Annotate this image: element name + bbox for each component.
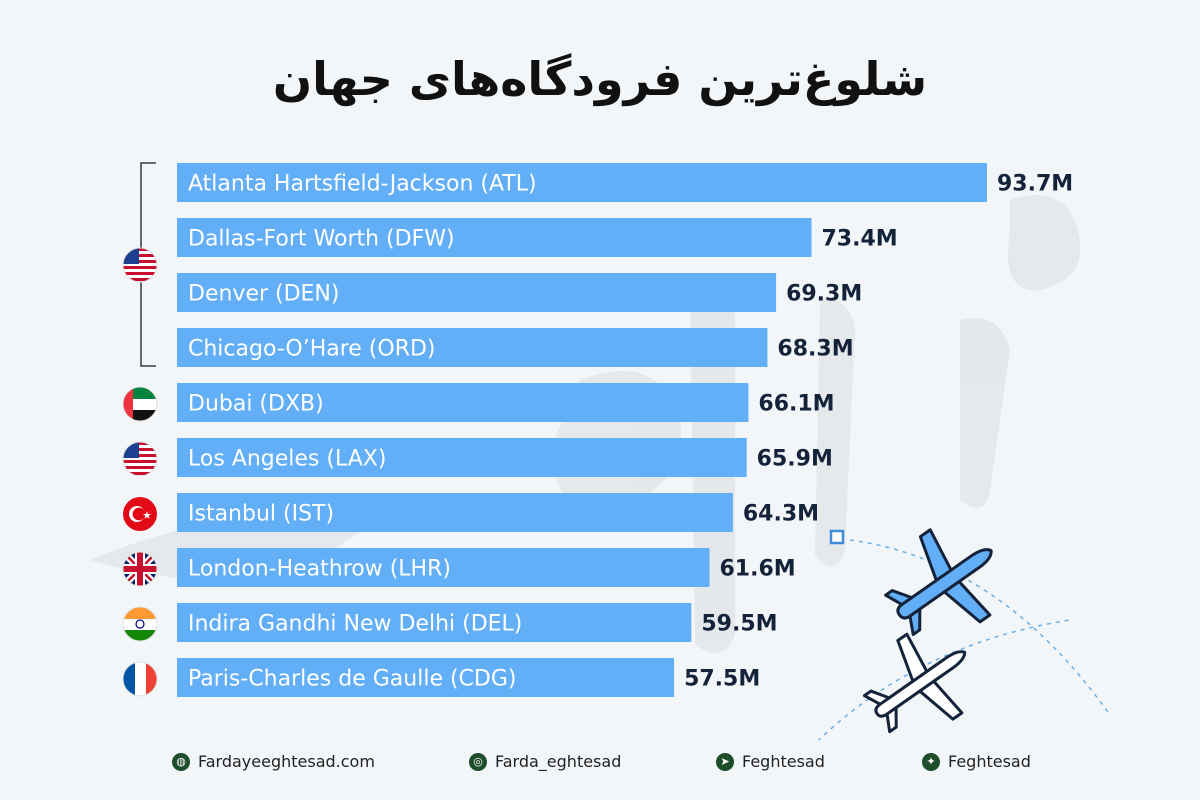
value-label-8: 59.5M bbox=[701, 612, 777, 637]
usa-flag bbox=[122, 247, 158, 283]
value-label-4: 66.1M bbox=[758, 392, 834, 417]
turkey-flag bbox=[123, 497, 157, 531]
bar-label-4: Dubai (DXB) bbox=[188, 392, 324, 417]
uk-flag bbox=[122, 551, 158, 587]
footer-twitter-text: Feghtesad bbox=[948, 752, 1031, 771]
bar-chart: Atlanta Hartsfield-Jackson (ATL) 93.7M Dal… bbox=[90, 162, 1111, 740]
footer-telegram[interactable]: ➤ Feghtesad bbox=[716, 752, 825, 771]
footer-telegram-text: Feghtesad bbox=[742, 752, 825, 771]
value-label-9: 57.5M bbox=[684, 667, 760, 692]
bar-9 bbox=[177, 658, 675, 697]
airplane-icon bbox=[884, 528, 993, 636]
bar-7 bbox=[177, 548, 710, 587]
bar-label-0: Atlanta Hartsfield-Jackson (ATL) bbox=[188, 172, 537, 197]
bar-6 bbox=[177, 493, 733, 532]
uae-flag bbox=[122, 386, 158, 422]
flight-decoration bbox=[817, 528, 1111, 740]
usa-flag bbox=[122, 441, 158, 477]
value-label-6: 64.3M bbox=[743, 502, 819, 527]
bar-label-5: Los Angeles (LAX) bbox=[188, 447, 386, 472]
bar-1 bbox=[177, 218, 812, 257]
bar-label-2: Denver (DEN) bbox=[188, 282, 339, 307]
twitter-icon: ✦ bbox=[922, 752, 940, 771]
bar-4 bbox=[177, 383, 749, 422]
waypoint-icon bbox=[829, 529, 845, 545]
value-label-2: 69.3M bbox=[786, 282, 862, 307]
footer-website-text: Fardayeeghtesad.com bbox=[198, 752, 375, 771]
footer-instagram-text: Farda_eghtesad bbox=[495, 752, 622, 771]
bar-label-7: London-Heathrow (LHR) bbox=[188, 557, 451, 582]
bar-3 bbox=[177, 328, 768, 367]
bar-8 bbox=[177, 603, 692, 642]
globe-icon: ◍ bbox=[172, 752, 190, 771]
value-label-5: 65.9M bbox=[757, 447, 833, 472]
france-flag bbox=[122, 661, 158, 697]
bar-label-3: Chicago-O’Hare (ORD) bbox=[188, 337, 436, 362]
instagram-icon: ◎ bbox=[469, 752, 487, 771]
footer: ◍ Fardayeeghtesad.com ◎ Farda_eghtesad ➤… bbox=[0, 752, 1200, 780]
footer-twitter[interactable]: ✦ Feghtesad bbox=[922, 752, 1031, 771]
india-flag bbox=[122, 606, 158, 642]
footer-website[interactable]: ◍ Fardayeeghtesad.com bbox=[172, 752, 375, 771]
bar-0 bbox=[177, 163, 987, 202]
bar-label-6: Istanbul (IST) bbox=[188, 502, 334, 527]
value-label-7: 61.6M bbox=[720, 557, 796, 582]
value-label-3: 68.3M bbox=[777, 337, 853, 362]
bar-5 bbox=[177, 438, 747, 477]
airplane-outline-icon bbox=[862, 632, 967, 734]
footer-instagram[interactable]: ◎ Farda_eghtesad bbox=[469, 752, 621, 771]
bar-2 bbox=[177, 273, 777, 312]
value-label-0: 93.7M bbox=[997, 172, 1073, 197]
value-label-1: 73.4M bbox=[822, 227, 898, 252]
bars: Atlanta Hartsfield-Jackson (ATL) 93.7M Dal… bbox=[177, 163, 1073, 697]
telegram-icon: ➤ bbox=[716, 752, 734, 771]
bar-label-9: Paris-Charles de Gaulle (CDG) bbox=[188, 667, 517, 692]
bar-label-1: Dallas-Fort Worth (DFW) bbox=[188, 227, 455, 252]
bar-label-8: Indira Gandhi New Delhi (DEL) bbox=[188, 612, 522, 637]
page-title: شلوغ‌ترین فرودگاه‌های جهان bbox=[272, 52, 928, 106]
